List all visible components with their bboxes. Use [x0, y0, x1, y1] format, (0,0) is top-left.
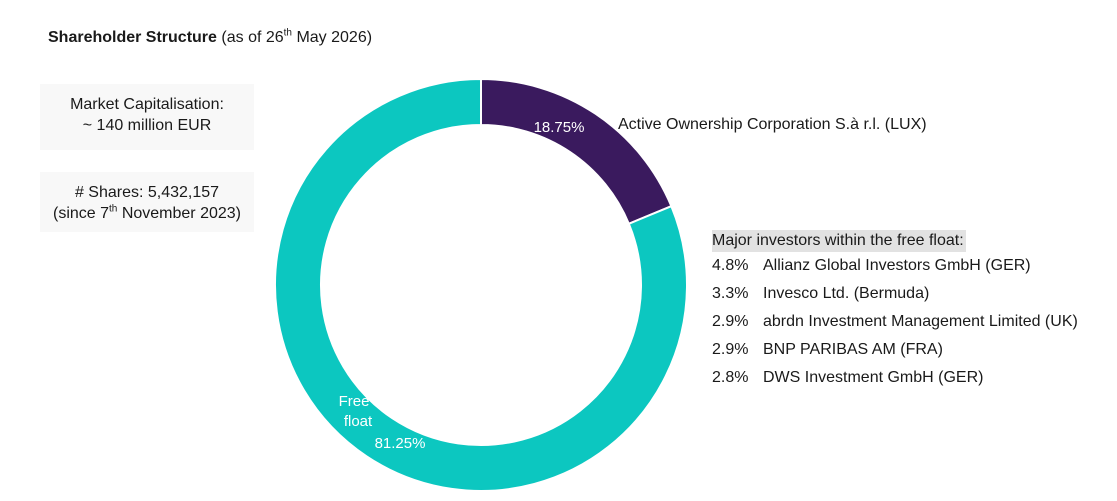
investor-row: 2.8% DWS Investment GmbH (GER) [712, 364, 1078, 392]
investor-name: Allianz Global Investors GmbH (GER) [763, 257, 1031, 274]
donut-slices [274, 77, 688, 492]
title-date-sup: th [283, 27, 292, 39]
slice-name-label: Free [339, 393, 370, 410]
investor-pct: 2.9% [712, 313, 749, 330]
investor-row: 4.8% Allianz Global Investors GmbH (GER) [712, 252, 1078, 280]
investor-row: 3.3% Invesco Ltd. (Bermuda) [712, 280, 1078, 308]
title-date-prefix: (as of 26 [221, 29, 284, 46]
investor-name: abrdn Investment Management Limited (UK) [763, 313, 1078, 330]
shares-since-sup: th [109, 203, 118, 215]
market-cap-value: ~ 140 million EUR [82, 117, 212, 134]
investor-pct: 4.8% [712, 257, 749, 274]
title-date-suffix: May 2026) [292, 29, 373, 46]
investors-heading: Major investors within the free float: [712, 230, 966, 252]
chart-title: Shareholder Structure (as of 26th May 20… [48, 27, 373, 47]
slice-value-label: 18.75% [534, 119, 585, 136]
investor-name: BNP PARIBAS AM (FRA) [763, 341, 943, 358]
shares-count: # Shares: 5,432,157 [74, 184, 220, 201]
investor-row: 2.9% BNP PARIBAS AM (FRA) [712, 336, 1078, 364]
major-investors-list: Major investors within the free float: 4… [712, 230, 1078, 392]
investors-rows: 4.8% Allianz Global Investors GmbH (GER) 3… [712, 252, 1078, 392]
shares-since: (since 7th November 2023) [40, 203, 254, 224]
slice-value-label: 81.25% [375, 435, 426, 452]
market-cap-box: Market Capitalisation: ~ 140 million EUR [40, 84, 254, 150]
donut-slice [274, 77, 688, 492]
donut-slice [480, 77, 673, 226]
investor-name: DWS Investment GmbH (GER) [763, 369, 984, 386]
slice-name-label: float [344, 413, 373, 430]
investor-name: Invesco Ltd. (Bermuda) [763, 285, 930, 302]
investor-pct: 2.9% [712, 341, 749, 358]
shares-since-prefix: (since 7 [53, 205, 110, 222]
investor-pct: 3.3% [712, 285, 749, 302]
investor-pct: 2.8% [712, 369, 749, 386]
slice-external-label-aoc: Active Ownership Corporation S.à r.l. (L… [618, 116, 927, 133]
investor-row: 2.9% abrdn Investment Management Limited … [712, 308, 1078, 336]
shares-since-suffix: November 2023) [117, 205, 241, 222]
title-bold: Shareholder Structure [48, 29, 217, 46]
shares-box: # Shares: 5,432,157 (since 7th November … [40, 172, 254, 232]
market-cap-label: Market Capitalisation: [70, 96, 224, 113]
